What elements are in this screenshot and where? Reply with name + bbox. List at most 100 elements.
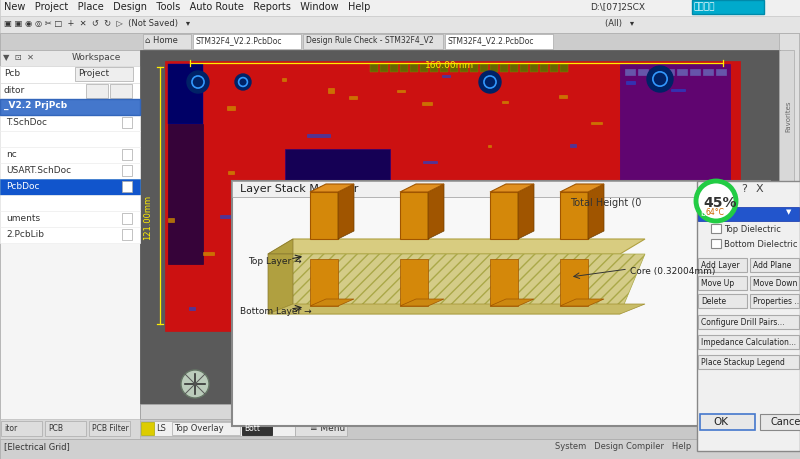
Bar — [122, 166, 132, 177]
Bar — [472, 218, 476, 222]
Text: X: X — [756, 184, 764, 194]
Polygon shape — [560, 259, 588, 306]
Bar — [0, 132, 140, 148]
Text: STM32F4_V2.2.PcbDoc: STM32F4_V2.2.PcbDoc — [196, 36, 282, 45]
Bar — [698, 207, 799, 222]
Bar — [0, 196, 140, 212]
Polygon shape — [268, 240, 645, 254]
Bar — [236, 264, 243, 268]
Text: ditor: ditor — [4, 86, 26, 95]
Text: itor: itor — [4, 423, 18, 432]
Polygon shape — [338, 185, 354, 240]
Bar — [750, 294, 799, 308]
Bar — [638, 70, 648, 76]
Bar — [0, 0, 800, 17]
Bar — [0, 34, 800, 51]
Bar — [716, 70, 726, 76]
Bar — [232, 182, 770, 197]
Text: Impedance Calculation...: Impedance Calculation... — [701, 337, 796, 346]
Bar — [517, 258, 524, 262]
Text: 抢先上传: 抢先上传 — [694, 2, 715, 11]
Bar — [483, 302, 489, 305]
Text: Workspace: Workspace — [72, 53, 122, 62]
Bar — [0, 212, 140, 228]
Text: Properties ...: Properties ... — [753, 297, 800, 305]
Polygon shape — [400, 259, 428, 306]
Text: Cancel: Cancel — [770, 416, 800, 426]
Bar — [276, 295, 280, 298]
Bar — [502, 102, 508, 104]
Bar — [442, 76, 450, 78]
Text: Layer Stack Manager: Layer Stack Manager — [240, 184, 358, 194]
Bar — [203, 252, 214, 256]
Bar — [400, 65, 408, 73]
Bar — [430, 65, 438, 73]
Bar — [530, 65, 538, 73]
Bar — [75, 68, 133, 82]
Bar — [703, 70, 713, 76]
Text: ≡ Menu: ≡ Menu — [310, 423, 346, 432]
Bar — [89, 421, 130, 436]
Bar — [540, 65, 548, 73]
Bar — [697, 182, 800, 451]
Bar — [529, 220, 547, 223]
Text: Bottom Layer →: Bottom Layer → — [240, 306, 312, 315]
Bar — [140, 404, 780, 419]
Bar — [410, 65, 418, 73]
Text: Libraries: Libraries — [785, 299, 791, 330]
Polygon shape — [400, 299, 444, 306]
Bar — [677, 70, 687, 76]
Polygon shape — [490, 185, 534, 193]
Bar — [307, 134, 330, 138]
Text: USART.SchDoc: USART.SchDoc — [6, 166, 71, 174]
Text: 121.00mm: 121.00mm — [143, 195, 153, 240]
Polygon shape — [268, 254, 645, 314]
Bar — [711, 224, 721, 234]
Text: New   Project   Place   Design   Tools   Auto Route   Reports   Window   Help: New Project Place Design Tools Auto Rout… — [4, 2, 370, 12]
Circle shape — [696, 182, 736, 222]
Text: 2.PcbLib: 2.PcbLib — [6, 230, 44, 239]
Polygon shape — [310, 185, 354, 193]
Polygon shape — [560, 185, 604, 193]
Bar — [0, 100, 140, 116]
Bar — [0, 17, 800, 34]
Bar — [412, 282, 417, 285]
Bar — [0, 164, 140, 179]
Bar — [643, 213, 660, 214]
Text: ?: ? — [741, 184, 747, 194]
Bar — [328, 89, 334, 94]
Bar — [0, 116, 140, 132]
Bar — [0, 84, 140, 100]
Bar — [291, 229, 297, 230]
Bar — [1, 421, 42, 436]
Bar — [664, 234, 667, 237]
Bar — [698, 335, 799, 349]
Bar — [750, 258, 799, 272]
Text: Add Layer: Add Layer — [701, 260, 740, 269]
Bar — [319, 295, 338, 297]
Bar — [0, 228, 140, 243]
Bar — [423, 162, 437, 164]
Bar — [122, 150, 132, 161]
Text: OK: OK — [714, 416, 729, 426]
Text: Pcb: Pcb — [4, 69, 20, 78]
Bar — [295, 421, 347, 436]
Bar — [390, 65, 398, 73]
Bar — [285, 150, 390, 230]
Bar — [660, 316, 664, 319]
Polygon shape — [400, 193, 428, 240]
Polygon shape — [400, 185, 444, 193]
Text: [Electrical Grid]: [Electrical Grid] — [4, 441, 70, 450]
Text: PCB Filter: PCB Filter — [92, 423, 129, 432]
Circle shape — [479, 72, 501, 94]
Bar — [698, 294, 747, 308]
Bar — [232, 182, 770, 426]
Bar — [550, 65, 558, 73]
Text: STM32F4: STM32F4 — [310, 185, 346, 195]
Text: Top Layer →: Top Layer → — [248, 257, 302, 265]
Bar — [397, 91, 405, 93]
Text: ▼  ⊡  ✕: ▼ ⊡ ✕ — [3, 53, 34, 62]
Text: Bott: Bott — [244, 423, 260, 432]
Bar — [228, 172, 234, 174]
Bar — [480, 65, 488, 73]
